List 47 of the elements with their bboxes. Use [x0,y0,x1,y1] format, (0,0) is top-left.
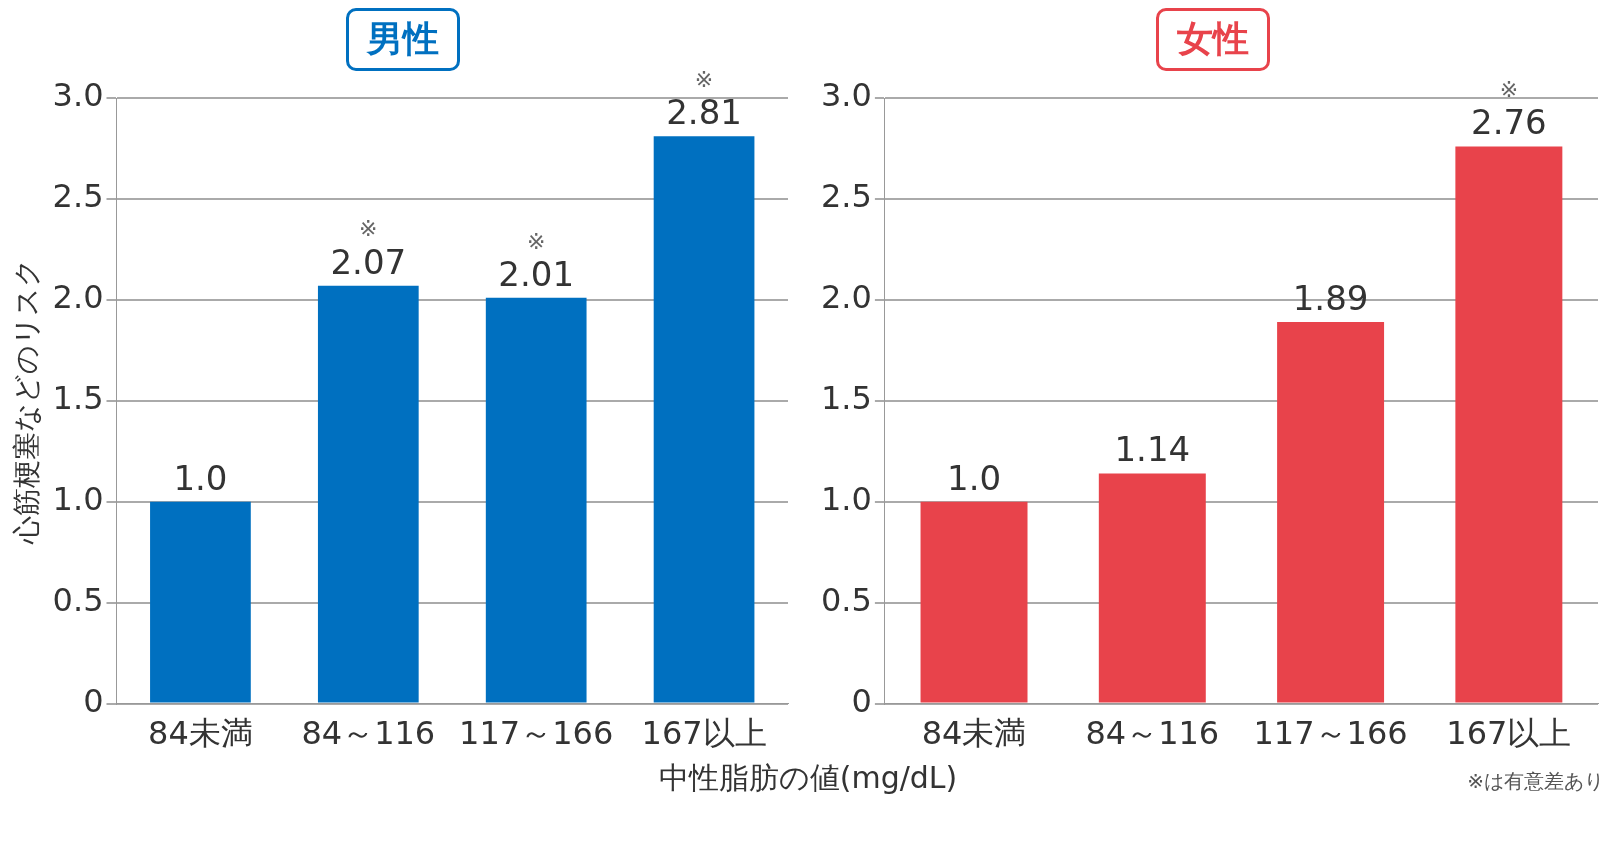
x-tick-label: 117～166 [1253,714,1408,753]
x-tick-label: 84～116 [301,714,436,753]
y-tick-label: 3.0 [52,76,104,115]
chart-title: 男性 [346,8,460,71]
x-tick-label: 84未満 [921,714,1027,753]
data-label: 2.07 [330,241,407,282]
data-label: 2.76 [1471,102,1547,143]
y-tick-label: 0.5 [52,580,104,619]
y-tick-label: 3.0 [821,76,872,115]
data-label: 1.89 [1292,277,1369,318]
x-tick-label: 167以上 [641,714,767,753]
bar [150,501,251,703]
y-axis-title: 心筋梗塞などのリスク [10,257,44,545]
bar [920,501,1028,703]
x-tick-label: 117～166 [459,714,614,753]
y-tick-label: 1.0 [52,480,104,519]
text: ※は有意差あり [1467,768,1604,795]
data-label: 2.81 [666,92,742,133]
y-tick-label: 1.0 [821,480,872,519]
bar [485,297,587,703]
annotation: ※ [1499,77,1519,103]
bar [1098,473,1206,703]
data-label: 1.14 [1114,429,1191,470]
y-tick-label: 2.5 [52,177,104,216]
y-tick-label: 2.0 [52,278,104,317]
y-tick-label: 0.5 [821,580,872,619]
chart-title: 女性 [1156,8,1270,71]
y-tick-label: 0 [83,681,104,720]
x-tick-label: 84～116 [1085,714,1220,753]
y-tick-label: 2.0 [821,278,872,317]
x-tick-label: 167以上 [1446,714,1572,753]
annotation: ※ [694,67,714,93]
y-tick-label: 1.5 [52,379,104,418]
data-label: 2.01 [498,253,575,294]
annotation: ※ [526,228,546,254]
x-axis-title: 中性脂肪の値(mg/dL) [658,760,958,795]
y-tick-label: 0 [851,681,872,720]
x-tick-label: 84未満 [148,714,253,753]
y-tick-label: 2.5 [821,177,872,216]
y-tick-label: 1.5 [821,379,872,418]
data-label: 1.0 [946,457,1002,498]
bar [317,285,419,703]
bar [1277,322,1385,703]
annotation: ※ [359,216,378,242]
bar [1455,146,1563,703]
bar [653,136,755,703]
data-label: 1.0 [173,457,228,498]
